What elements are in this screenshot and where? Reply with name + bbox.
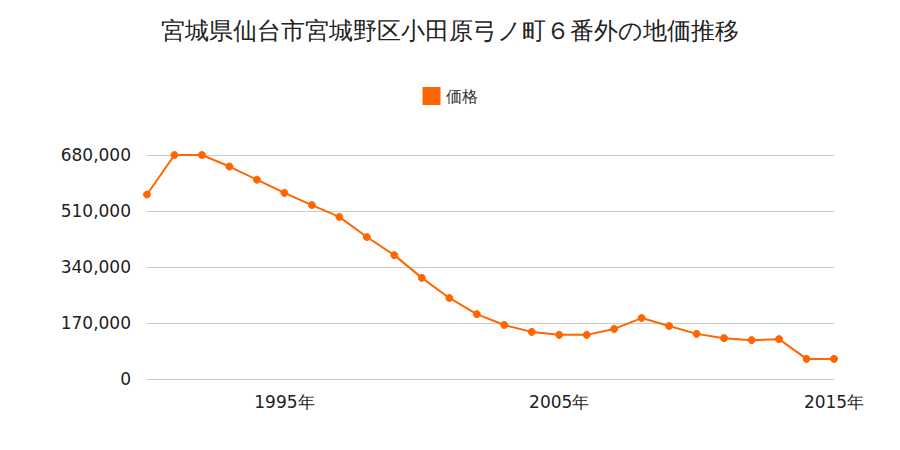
svg-text:340,000: 340,000 <box>61 257 131 277</box>
svg-text:510,000: 510,000 <box>61 201 131 221</box>
svg-text:0: 0 <box>120 369 131 389</box>
svg-text:2015年: 2015年 <box>804 392 864 412</box>
svg-text:2005年: 2005年 <box>529 392 589 412</box>
svg-text:1995年: 1995年 <box>254 392 314 412</box>
svg-text:680,000: 680,000 <box>61 145 131 165</box>
svg-text:宮城県仙台市宮城野区小田原弓ノ町６番外の地価推移: 宮城県仙台市宮城野区小田原弓ノ町６番外の地価推移 <box>161 17 739 45</box>
svg-text:170,000: 170,000 <box>61 313 131 333</box>
svg-text:価格: 価格 <box>446 87 478 106</box>
